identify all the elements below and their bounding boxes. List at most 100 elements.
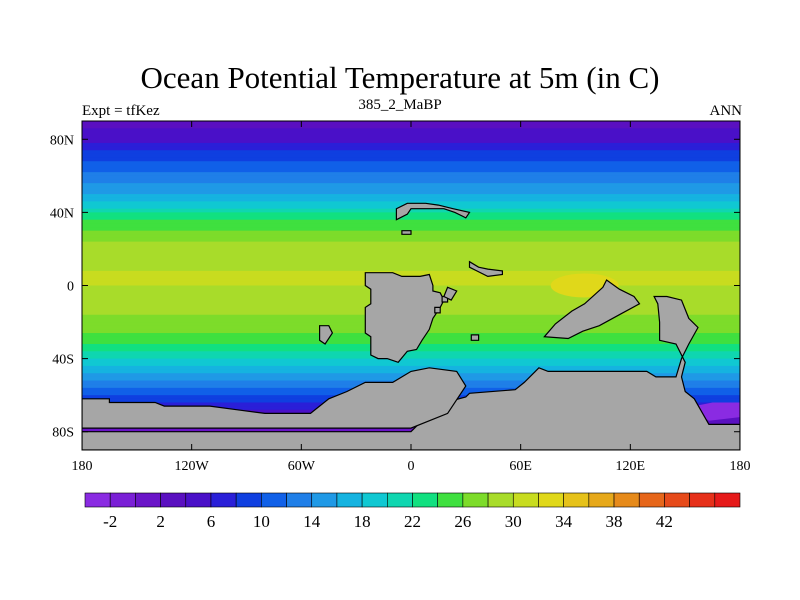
- temperature-band: [82, 172, 740, 177]
- colorbar-swatch: [361, 492, 388, 508]
- land-australia: [82, 295, 740, 450]
- y-tick-label: 80N: [50, 133, 74, 148]
- y-tick-label: 40N: [50, 206, 74, 221]
- temperature-band: [82, 135, 740, 140]
- colorbar-swatch: [387, 492, 413, 508]
- temperature-band: [82, 139, 740, 144]
- temperature-band: [82, 157, 740, 162]
- colorbar-swatch: [286, 492, 313, 508]
- colorbar-swatch: [563, 492, 590, 508]
- colorbar-tick-label: 30: [505, 512, 522, 531]
- temperature-band: [82, 241, 740, 246]
- temperature-band: [82, 237, 740, 243]
- temperature-band: [82, 362, 740, 367]
- temperature-band: [82, 153, 740, 159]
- colorbar-tick-label: 10: [253, 512, 270, 531]
- map-subtitle: 385_2_MaBP: [358, 97, 442, 113]
- colorbar-swatch: [638, 492, 665, 508]
- temperature-band: [82, 190, 740, 195]
- colorbar-swatch: [437, 492, 464, 508]
- colorbar-swatch: [160, 492, 187, 508]
- x-tick-label: 60E: [509, 459, 532, 474]
- experiment-label: Expt = tfKez: [82, 103, 160, 119]
- temperature-band: [82, 186, 740, 192]
- colorbar-swatch: [613, 492, 640, 508]
- land-indian-landmass: [543, 279, 641, 340]
- temperature-band: [82, 142, 740, 148]
- temperature-band: [82, 161, 740, 166]
- temperature-band: [82, 175, 740, 181]
- temperature-band: [82, 267, 740, 272]
- colorbar-swatch: [538, 492, 564, 508]
- temperature-band: [82, 164, 740, 170]
- temperature-band: [82, 245, 740, 250]
- temperature-band: [82, 183, 740, 188]
- x-tick-label: 180: [72, 459, 93, 474]
- colorbar-swatch: [462, 492, 489, 508]
- colorbar-swatch: [311, 492, 338, 508]
- land-africa: [364, 272, 445, 364]
- temperature-band: [82, 150, 740, 155]
- colorbar: -2 2 6 10 14 18 22 26 30 34 38 42: [84, 492, 741, 531]
- colorbar-tick-label: 26: [454, 512, 471, 531]
- colorbar-tick-label: 6: [207, 512, 216, 531]
- land-madagascar-like: [443, 286, 458, 301]
- land-small-island-b: [470, 334, 480, 341]
- land-south-america-patch: [319, 325, 334, 345]
- temperature-band: [82, 270, 740, 276]
- y-tick-label: 80S: [52, 426, 74, 441]
- colorbar-swatch: [512, 492, 539, 508]
- temperature-band: [82, 358, 740, 363]
- map-axes: 180 120W 60W 0 60E 120E 180 80N 40N 0 40S 80S: [50, 121, 751, 474]
- temperature-band: [82, 223, 740, 228]
- temperature-band: [82, 131, 740, 137]
- land-europe: [395, 202, 471, 221]
- temperature-band: [82, 197, 740, 203]
- land-masses: [82, 202, 740, 450]
- temperature-band: [82, 219, 740, 224]
- colorbar-tick-label: 2: [156, 512, 165, 531]
- colorbar-swatch: [109, 492, 136, 508]
- colorbar-swatch: [689, 492, 716, 508]
- temperature-band: [82, 256, 740, 261]
- cold-patch-antarctic-cold-east: [694, 402, 740, 421]
- temperature-band: [82, 234, 740, 239]
- y-tick-label: 40S: [52, 353, 74, 368]
- colorbar-swatch: [664, 492, 690, 508]
- temperature-band: [82, 259, 740, 265]
- temperature-band: [82, 194, 740, 199]
- season-label: ANN: [709, 103, 743, 119]
- temperature-band: [82, 263, 740, 268]
- x-tick-label: 120W: [175, 459, 210, 474]
- colorbar-tick-label: -2: [103, 512, 117, 531]
- colorbar-tick-label: 34: [555, 512, 573, 531]
- colorbar-swatch: [84, 492, 111, 508]
- colorbar-swatch: [185, 492, 212, 508]
- temperature-band: [82, 128, 740, 133]
- colorbar-tick-label: 22: [404, 512, 421, 531]
- colorbar-swatch: [261, 492, 287, 508]
- map-title: Ocean Potential Temperature at 5m (in C): [140, 60, 660, 95]
- temperature-band: [82, 365, 740, 371]
- colorbar-tick-label: 18: [354, 512, 371, 531]
- temperature-band: [82, 216, 740, 221]
- temperature-band: [82, 179, 740, 184]
- colorbar-tick-label: 14: [303, 512, 321, 531]
- land-south-arabia: [468, 260, 503, 278]
- y-tick-label: 0: [67, 280, 74, 295]
- x-tick-label: 120E: [616, 459, 646, 474]
- temperature-band: [82, 351, 740, 356]
- temperature-band: [82, 252, 740, 257]
- x-tick-label: 0: [408, 459, 415, 474]
- temperature-band: [82, 146, 740, 151]
- colorbar-tick-label: 38: [606, 512, 623, 531]
- land-antarctic-patch-west: [82, 367, 467, 429]
- colorbar-tick-label: 42: [656, 512, 673, 531]
- colorbar-swatch: [487, 492, 514, 508]
- temperature-band: [82, 212, 740, 217]
- colorbar-swatch: [714, 492, 741, 508]
- colorbar-swatch: [135, 492, 161, 508]
- land-small-island-c: [434, 306, 441, 314]
- colorbar-swatch: [588, 492, 615, 508]
- land-europe-islands: [401, 230, 412, 235]
